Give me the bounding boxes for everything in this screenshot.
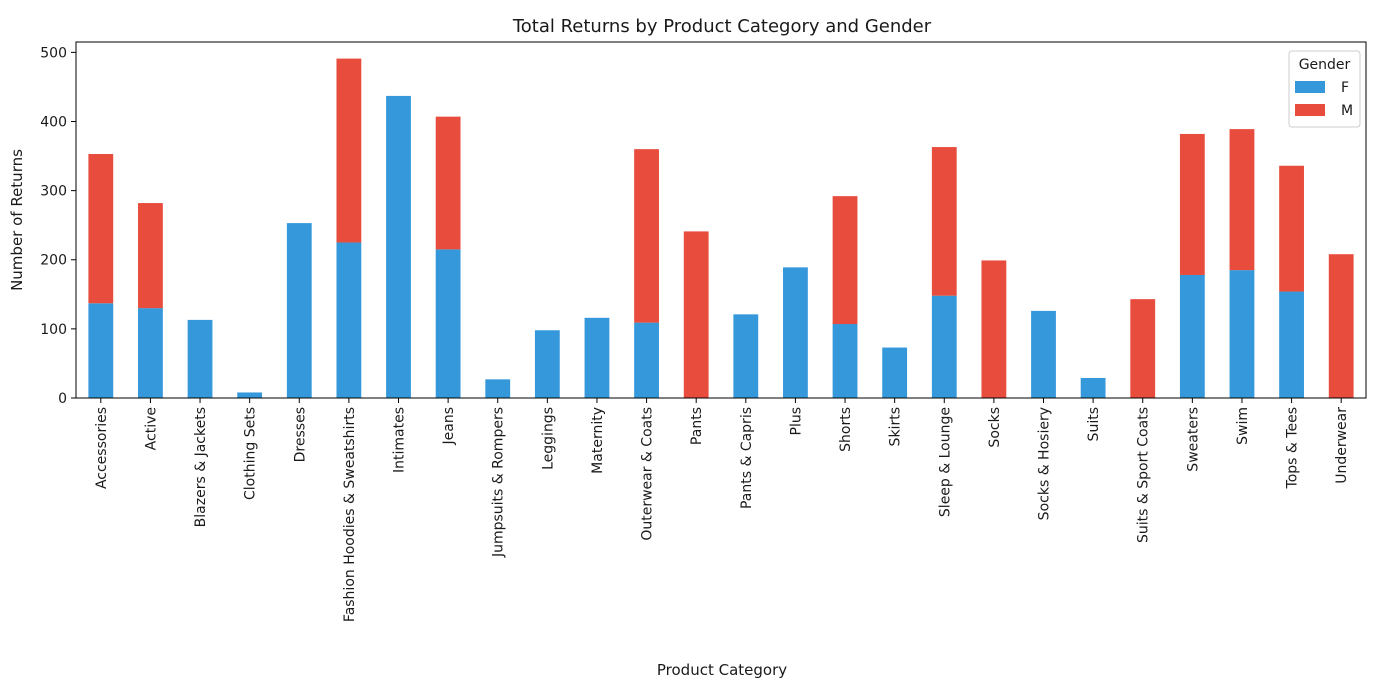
- bar-tops-and-tees-m: [1279, 165, 1304, 292]
- y-tick-label: 100: [40, 322, 67, 338]
- x-tick-label-sleep-and-lounge: Sleep & Lounge: [937, 407, 953, 517]
- x-tick-label-suits-and-sport-coats: Suits & Sport Coats: [1136, 407, 1152, 543]
- bar-shorts-m: [832, 196, 858, 325]
- bar-leggings-f: [534, 330, 560, 398]
- x-tick-label-maternity: Maternity: [590, 407, 606, 474]
- y-axis-title: Number of Returns: [8, 149, 26, 291]
- bar-maternity-f: [584, 317, 610, 398]
- x-tick-label-leggings: Leggings: [540, 407, 556, 470]
- bar-dresses-f: [286, 223, 312, 398]
- bar-swim-f: [1229, 270, 1255, 398]
- x-tick-label-socks-and-hosiery: Socks & Hosiery: [1037, 407, 1053, 520]
- legend: Gender FM: [1288, 50, 1361, 128]
- bar-skirts-f: [882, 347, 908, 398]
- bar-fashion-hoodies-and-sweatshirts-m: [336, 58, 362, 243]
- bar-pants-and-capris-f: [733, 314, 759, 398]
- x-tick-label-active: Active: [143, 407, 159, 450]
- plot-frame: [75, 41, 1367, 399]
- bars-layer: [88, 58, 1354, 399]
- bar-outerwear-and-coats-m: [634, 149, 659, 323]
- legend-title: Gender: [1299, 57, 1351, 73]
- bar-sleep-and-lounge-m: [931, 147, 957, 296]
- x-tick-label-underwear: Underwear: [1334, 407, 1350, 484]
- y-tick-label: 200: [40, 253, 67, 269]
- x-axis-title: Product Category: [657, 661, 787, 679]
- y-tick-label: 0: [58, 391, 67, 407]
- bar-suits-f: [1080, 377, 1106, 398]
- x-tick-label-pants-and-capris: Pants & Capris: [739, 407, 755, 509]
- bar-blazers-and-jackets-f: [187, 319, 213, 398]
- legend-swatch-f: [1295, 81, 1325, 93]
- bar-jeans-f: [435, 249, 461, 398]
- bar-tops-and-tees-f: [1279, 291, 1304, 398]
- bar-active-f: [138, 308, 163, 398]
- bar-sleep-and-lounge-f: [931, 295, 957, 398]
- x-tick-label-clothing-sets: Clothing Sets: [243, 407, 259, 500]
- bar-underwear-m: [1328, 254, 1354, 398]
- y-tick-label: 300: [40, 184, 67, 200]
- x-tick-label-socks: Socks: [987, 407, 1003, 448]
- bar-jumpsuits-and-rompers-f: [485, 379, 511, 398]
- bar-socks-m: [981, 260, 1007, 398]
- x-tick-label-tops-and-tees: Tops & Tees: [1285, 407, 1301, 489]
- x-tick-label-sweaters: Sweaters: [1185, 407, 1201, 472]
- x-tick-label-swim: Swim: [1235, 407, 1251, 445]
- x-tick-label-skirts: Skirts: [888, 407, 904, 446]
- x-tick-label-accessories: Accessories: [94, 407, 110, 489]
- bar-outerwear-and-coats-f: [634, 322, 659, 398]
- chart-title: Total Returns by Product Category and Ge…: [512, 16, 932, 37]
- legend-label-m: M: [1341, 103, 1353, 119]
- x-tick-label-outerwear-and-coats: Outerwear & Coats: [640, 407, 656, 541]
- bar-jeans-m: [435, 116, 461, 250]
- legend-label-f: F: [1341, 80, 1349, 96]
- x-tick-label-shorts: Shorts: [838, 407, 854, 452]
- bar-plus-f: [783, 267, 808, 398]
- legend-swatch-m: [1295, 104, 1325, 116]
- x-tick-label-jeans: Jeans: [441, 407, 457, 446]
- bar-fashion-hoodies-and-sweatshirts-f: [336, 242, 362, 398]
- bar-accessories-m: [88, 153, 114, 304]
- bar-active-m: [138, 203, 163, 309]
- bar-pants-m: [683, 231, 709, 398]
- bar-sweaters-f: [1179, 274, 1205, 398]
- bar-socks-and-hosiery-f: [1031, 310, 1056, 398]
- bar-swim-m: [1229, 129, 1255, 271]
- x-tick-label-intimates: Intimates: [392, 407, 408, 473]
- axes-layer: 0 100 200 300 400 500 Accessories Active Blazers…: [40, 41, 1367, 622]
- x-tick-label-plus: Plus: [788, 407, 804, 436]
- x-tick-label-dresses: Dresses: [292, 407, 308, 462]
- x-tick-label-pants: Pants: [689, 407, 705, 445]
- x-tick-label-jumpsuits-and-rompers: Jumpsuits & Rompers: [491, 407, 507, 558]
- y-tick-label: 400: [40, 114, 67, 130]
- bar-clothing-sets-f: [237, 392, 263, 398]
- bar-intimates-f: [386, 95, 411, 399]
- bar-sweaters-m: [1179, 133, 1205, 275]
- bar-shorts-f: [832, 324, 858, 398]
- y-tick-label: 500: [40, 45, 67, 61]
- bar-accessories-f: [88, 303, 114, 398]
- x-tick-label-suits: Suits: [1086, 407, 1102, 441]
- x-tick-label-blazers-and-jackets: Blazers & Jackets: [193, 407, 209, 527]
- bar-suits-and-sport-coats-m: [1130, 299, 1156, 398]
- x-tick-label-fashion-hoodies-and-sweatshirts: Fashion Hoodies & Sweatshirts: [342, 407, 358, 622]
